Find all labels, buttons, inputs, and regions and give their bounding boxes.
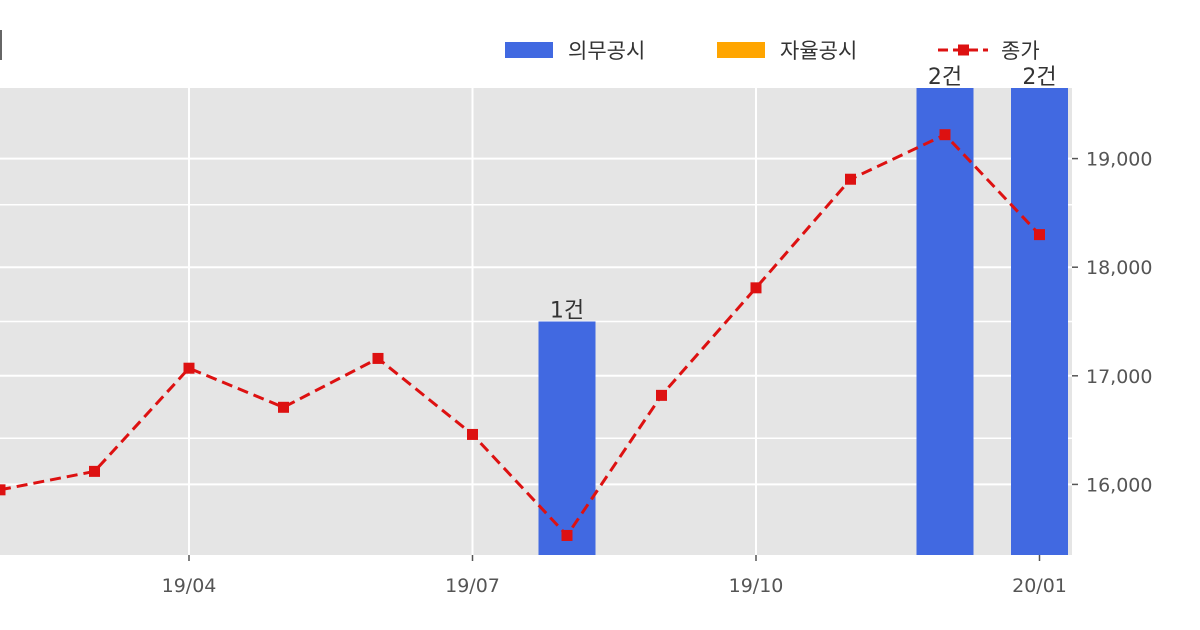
bars: 1건 2건 2건 [538, 65, 1068, 555]
legend-label: 의무공시 [568, 39, 645, 63]
x-tick-label: 19/04 [162, 575, 217, 597]
close-price-path [0, 132, 1041, 538]
y-axis-right: 16,000 17,000 18,000 19,000 [1072, 149, 1152, 496]
close-price-point [845, 173, 856, 185]
close-price-point [561, 529, 573, 541]
bar [538, 321, 596, 555]
bar-data-label: 1건 [550, 299, 584, 324]
close-price-line [0, 129, 1045, 541]
close-price-point [1034, 229, 1045, 241]
close-price-point [750, 282, 762, 294]
close-price-point [278, 401, 289, 413]
grid [0, 88, 1072, 555]
bar-data-label: 2건 [1022, 65, 1056, 90]
y-tick-label: 19,000 [1086, 149, 1152, 171]
close-price-point [467, 428, 478, 440]
legend-swatch [717, 42, 765, 58]
y-tick-label: 18,000 [1086, 257, 1152, 279]
legend-label: 자율공시 [780, 39, 857, 63]
close-price-point [0, 484, 6, 496]
legend-label: 종가 [1001, 39, 1040, 63]
x-tick-label: 20/01 [1012, 575, 1067, 597]
y-tick-label: 17,000 [1086, 366, 1152, 388]
legend-swatch [505, 42, 553, 58]
x-tick-label: 19/10 [729, 575, 784, 597]
x-axis: 19/04 19/07 19/10 20/01 [162, 555, 1067, 597]
close-price-point [372, 352, 384, 364]
y-tick-label: 16,000 [1086, 474, 1152, 496]
close-price-point [656, 389, 667, 401]
legend: 의무공시 자율공시 종가 [505, 39, 1040, 63]
close-price-point [183, 362, 195, 374]
close-price-point [939, 129, 951, 141]
bar [916, 88, 974, 555]
bar [1011, 88, 1068, 555]
legend-marker [958, 44, 969, 56]
close-price-point [89, 465, 100, 477]
bar-data-label: 2건 [928, 65, 962, 90]
x-tick-label: 19/07 [445, 575, 500, 597]
